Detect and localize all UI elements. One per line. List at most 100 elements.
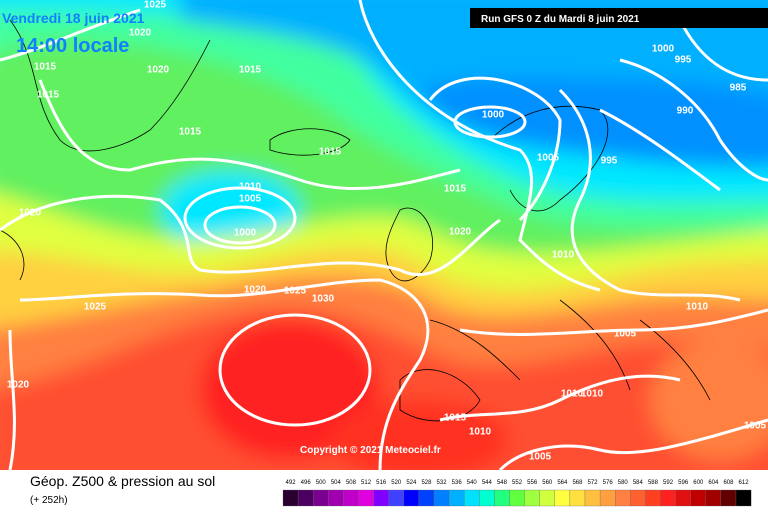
isobar-label: 1015 [179,127,202,138]
scale-label: 552 [512,480,523,486]
scale-label: 508 [346,480,357,486]
scale-swatch [328,489,344,507]
scale-label: 584 [633,480,644,486]
isobar-label: 1010 [561,389,584,400]
scale-label: 516 [376,480,387,486]
scale-swatch [494,489,510,507]
scale-swatch [720,489,737,507]
scale-swatch [615,489,631,507]
scale-label: 528 [421,480,432,486]
scale-label: 512 [361,480,372,486]
scale-label: 608 [723,480,734,486]
copyright: Copyright © 2021 Meteociel.fr [300,445,441,456]
isobar-label: 1020 [129,28,152,39]
scale-swatch [645,489,661,507]
isobar-label: 1010 [552,250,575,261]
isobar-label: 1025 [284,286,307,297]
scale-swatch [464,489,480,507]
scale-swatch [599,489,616,507]
scale-label: 500 [316,480,327,486]
scale-label: 532 [437,480,448,486]
scale-swatch [388,489,404,507]
footer-title: Géop. Z500 & pression au sol [30,473,215,489]
scale-swatch [660,489,676,507]
isobar-label: 985 [730,83,747,94]
isobar-label: 1025 [84,302,107,313]
scale-label: 580 [618,480,629,486]
scale-swatch [479,489,495,507]
scale-swatch [433,489,450,507]
scale-swatch [403,489,420,507]
isobar-label: 1025 [144,0,167,11]
scale-swatch [448,489,465,507]
scale-label: 556 [527,480,538,486]
scale-label: 524 [406,480,417,486]
date: Vendredi 18 juin 2021 [2,10,145,26]
scale-label: 604 [708,480,719,486]
isobar-label: 1020 [147,65,170,76]
scale-label: 504 [331,480,342,486]
scale-label: 612 [739,480,750,486]
scale-swatch [373,489,389,507]
scale-label: 596 [678,480,689,486]
isobar-label: 1015 [444,413,467,424]
isobar-label: 1020 [244,285,267,296]
scale-swatch [554,489,571,507]
run-info: Run GFS 0 Z du Mardi 8 juin 2021 [481,14,640,25]
isobar-label: 995 [601,156,618,167]
isobar-label: 1020 [7,380,30,391]
scale-swatch [675,489,691,507]
scale-swatch [297,489,314,507]
scale-label: 496 [301,480,312,486]
isobar-label: 1010 [239,182,262,193]
isobar-label: 1005 [239,194,262,205]
isobar-label: 1000 [652,44,675,55]
scale-swatch [343,489,359,507]
scale-swatch [358,489,374,507]
scale-label: 600 [693,480,704,486]
run-box [470,8,768,28]
scale-swatch [418,489,435,507]
scale-label: 544 [482,480,493,486]
scale-label: 592 [663,480,674,486]
isobar-label: 990 [677,106,694,117]
scale-label: 572 [588,480,599,486]
scale-swatch [690,489,706,507]
isobar-label: 1005 [614,329,637,340]
isobar-label: 1015 [319,147,342,158]
isobar-label: 1010 [469,427,492,438]
scale-swatch [313,489,329,507]
color-scale: 492 496 500 504 508 512 516 520 524 528 532 536 540 5… [282,480,752,507]
isobar-label: 1020 [19,208,42,219]
isobar-label: 1020 [449,227,472,238]
scale-swatch [569,489,586,507]
isobar-label: 1005 [537,153,560,164]
isobar-label: 1005 [529,452,552,463]
isobar-label: 1030 [312,294,335,305]
isobar-label: 1015 [444,184,467,195]
scale-label: 576 [603,480,614,486]
scale-swatch [539,489,555,507]
isobar-label: 1000 [234,228,257,239]
scale-swatch [705,489,722,507]
scale-label: 568 [572,480,583,486]
scale-label: 548 [497,480,508,486]
scale-swatch [509,489,525,507]
scale-swatch [630,489,646,507]
scale-label: 564 [557,480,568,486]
isobar-label: 1010 [686,302,709,313]
isobar-label: 995 [675,55,692,66]
isobar-label: 1005 [744,421,767,432]
scale-label: 520 [391,480,402,486]
local-time: 14:00 locale [16,35,129,57]
coastlines [0,19,711,422]
isobars [0,0,768,470]
scale-swatch [584,489,601,507]
scale-swatch [524,489,540,507]
isobar-label: 1015 [34,62,57,73]
lead-time: (+ 252h) [30,495,68,506]
scale-label: 536 [452,480,463,486]
